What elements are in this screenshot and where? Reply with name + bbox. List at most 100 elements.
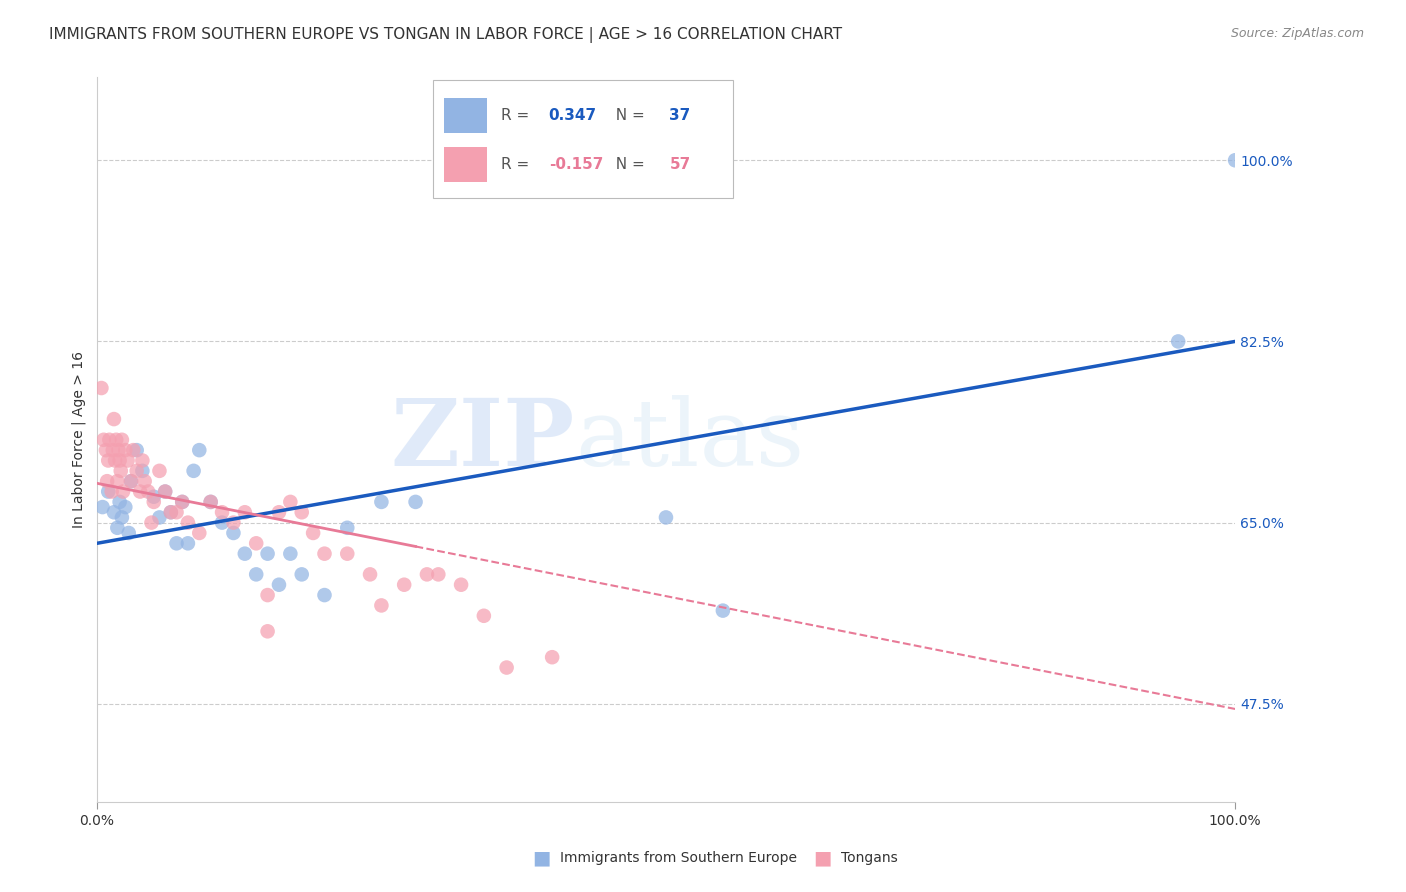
Point: [314, 588, 336, 602]
Point: [125, 464, 148, 478]
Point: [141, 516, 163, 530]
Point: [291, 505, 314, 519]
Point: [131, 453, 153, 467]
Point: [122, 443, 145, 458]
Point: [172, 495, 194, 509]
Point: [112, 484, 135, 499]
Point: [93, 433, 115, 447]
Point: [142, 495, 165, 509]
Point: [405, 495, 427, 509]
Point: [211, 505, 233, 519]
Text: 0.347: 0.347: [548, 108, 598, 123]
Point: [256, 588, 278, 602]
Point: [541, 650, 564, 665]
Point: [153, 484, 176, 499]
Point: [111, 510, 134, 524]
Point: [336, 521, 359, 535]
Point: [110, 464, 132, 478]
Point: [427, 567, 450, 582]
Point: [177, 536, 200, 550]
Point: [256, 547, 278, 561]
Text: R =: R =: [501, 157, 534, 172]
Text: Tongans: Tongans: [841, 851, 897, 865]
Point: [267, 505, 290, 519]
Point: [100, 484, 122, 499]
Point: [183, 464, 205, 478]
Point: [291, 567, 314, 582]
Point: [107, 443, 129, 458]
Bar: [444, 98, 488, 133]
Point: [370, 495, 392, 509]
Point: [104, 453, 127, 467]
Point: [108, 495, 131, 509]
Text: N =: N =: [606, 157, 650, 172]
Point: [314, 547, 336, 561]
Text: ZIP: ZIP: [391, 395, 575, 484]
Point: [131, 464, 153, 478]
Point: [120, 474, 142, 488]
Point: [111, 433, 134, 447]
Bar: [444, 147, 488, 182]
Point: [142, 490, 165, 504]
Point: [117, 453, 139, 467]
Point: [105, 474, 128, 488]
Point: [1167, 334, 1189, 349]
Text: 37: 37: [669, 108, 690, 123]
Point: [416, 567, 439, 582]
Text: 57: 57: [669, 157, 690, 172]
Point: [103, 505, 125, 519]
Point: [97, 453, 120, 467]
Point: [105, 521, 128, 535]
Point: [172, 495, 194, 509]
Point: [280, 547, 302, 561]
Text: R =: R =: [501, 108, 534, 123]
Point: [222, 525, 245, 540]
Point: [101, 443, 124, 458]
Point: [256, 624, 278, 639]
Point: [114, 443, 136, 458]
Point: [188, 443, 211, 458]
Point: [655, 510, 678, 524]
Text: ■: ■: [813, 848, 832, 868]
Point: [711, 604, 734, 618]
Point: [91, 500, 114, 514]
Point: [98, 433, 121, 447]
Point: [166, 505, 188, 519]
Point: [129, 484, 152, 499]
Point: [245, 536, 267, 550]
Point: [245, 567, 267, 582]
Point: [103, 412, 125, 426]
Point: [166, 536, 188, 550]
Point: [148, 464, 170, 478]
Point: [472, 608, 495, 623]
Point: [90, 381, 112, 395]
Point: [222, 516, 245, 530]
Point: [153, 484, 176, 499]
Point: [94, 443, 117, 458]
Point: [108, 453, 131, 467]
Y-axis label: In Labor Force | Age > 16: In Labor Force | Age > 16: [72, 351, 86, 528]
Point: [120, 474, 142, 488]
Point: [200, 495, 222, 509]
Point: [359, 567, 381, 582]
Text: IMMIGRANTS FROM SOUTHERN EUROPE VS TONGAN IN LABOR FORCE | AGE > 16 CORRELATION : IMMIGRANTS FROM SOUTHERN EUROPE VS TONGA…: [49, 27, 842, 43]
Point: [188, 525, 211, 540]
Point: [211, 516, 233, 530]
Text: atlas: atlas: [575, 395, 804, 484]
Point: [200, 495, 222, 509]
Point: [495, 660, 517, 674]
Point: [370, 599, 392, 613]
Text: -0.157: -0.157: [548, 157, 603, 172]
Text: N =: N =: [606, 108, 650, 123]
Point: [160, 505, 183, 519]
Point: [125, 443, 148, 458]
Point: [118, 525, 141, 540]
Point: [302, 525, 325, 540]
Point: [105, 433, 128, 447]
Text: Source: ZipAtlas.com: Source: ZipAtlas.com: [1230, 27, 1364, 40]
Point: [148, 510, 170, 524]
Point: [136, 484, 159, 499]
Point: [134, 474, 156, 488]
Point: [96, 474, 118, 488]
Text: ■: ■: [531, 848, 551, 868]
